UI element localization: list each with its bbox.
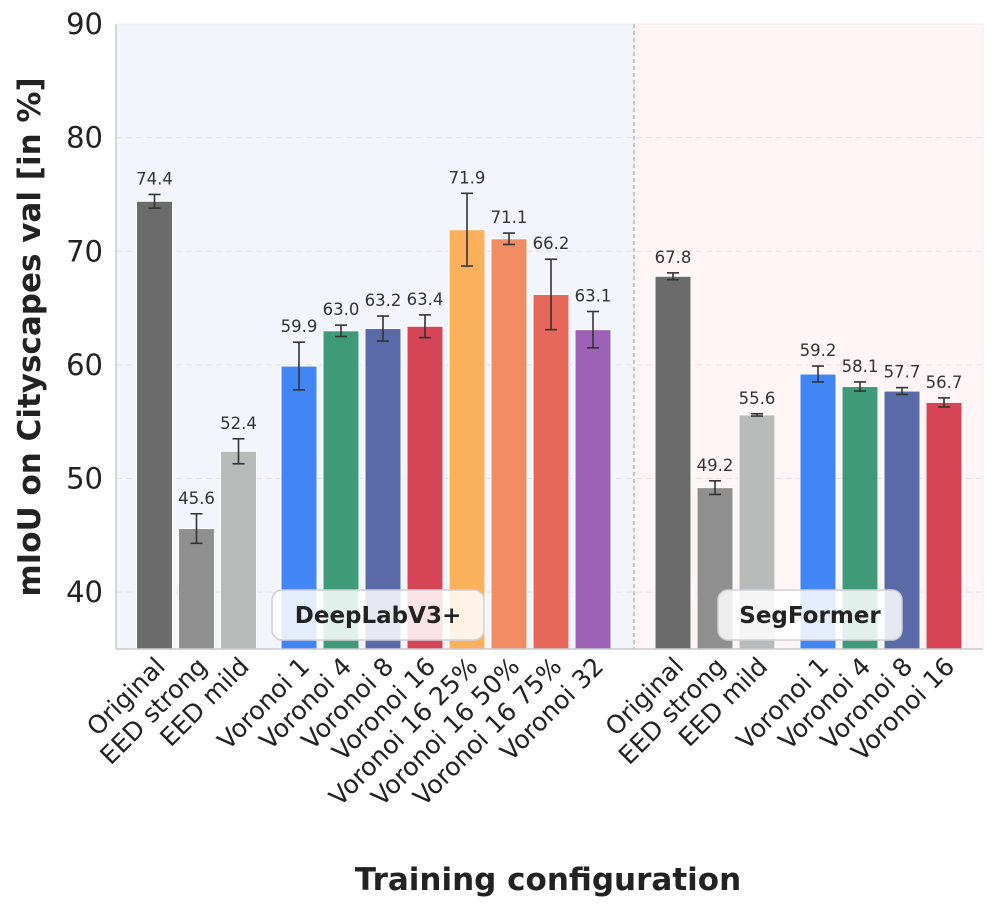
error-bar <box>461 192 473 267</box>
value-label: 59.9 <box>281 317 318 336</box>
value-label: 45.6 <box>178 489 215 508</box>
bar-0-8 <box>490 238 528 650</box>
y-tick-label: 40 <box>66 575 103 609</box>
error-bar <box>709 480 721 496</box>
group-label-box <box>271 589 485 641</box>
bar-0-2 <box>220 450 257 650</box>
value-label: 71.1 <box>491 208 528 227</box>
error-bar <box>148 193 161 209</box>
value-label: 67.8 <box>655 248 692 267</box>
value-label: 57.7 <box>884 363 921 382</box>
group-label: SegFormer <box>739 603 881 629</box>
error-bar <box>232 437 245 465</box>
group-label-box <box>717 589 903 641</box>
y-tick-label: 80 <box>66 121 103 155</box>
value-label: 74.4 <box>136 169 173 188</box>
error-bar <box>587 310 599 349</box>
error-bar <box>545 258 557 331</box>
error-bar <box>751 412 763 417</box>
value-label: 52.4 <box>220 414 257 433</box>
error-bar <box>293 341 305 391</box>
bar-0-10 <box>574 329 612 650</box>
error-bar <box>896 386 908 396</box>
bar-1-6 <box>925 401 963 650</box>
value-label: 63.1 <box>575 287 612 306</box>
error-bar <box>812 365 824 383</box>
bar-0-1 <box>178 528 215 650</box>
value-label: 71.9 <box>449 168 486 187</box>
bar-0-7 <box>448 229 486 650</box>
error-bar <box>377 315 389 342</box>
value-label: 58.1 <box>842 357 879 376</box>
bar-1-0 <box>654 275 692 650</box>
bar-0-0 <box>136 200 173 650</box>
error-bar <box>667 272 679 281</box>
error-bar <box>938 397 950 408</box>
error-bar <box>854 381 866 392</box>
y-axis-title: mIoU on Cityscapes val [in %] <box>12 77 48 596</box>
value-label: 63.4 <box>407 290 444 309</box>
value-label: 63.2 <box>365 291 402 310</box>
value-label: 66.2 <box>533 234 570 253</box>
group-label: DeepLabV3+ <box>295 603 461 629</box>
y-tick-label: 90 <box>66 7 103 41</box>
value-label: 59.2 <box>800 341 837 360</box>
y-tick-label: 60 <box>66 348 103 382</box>
bar-0-9 <box>532 293 570 650</box>
value-label: 63.0 <box>323 300 360 319</box>
y-tick-label: 50 <box>66 462 103 496</box>
error-bar <box>335 324 347 338</box>
value-label: 49.2 <box>697 456 734 475</box>
x-axis-title: Training configuration <box>355 862 741 898</box>
y-tick-label: 70 <box>66 234 103 268</box>
error-bar <box>503 232 515 246</box>
error-bar <box>190 512 203 545</box>
error-bar <box>419 314 431 339</box>
value-label: 55.6 <box>739 389 776 408</box>
value-label: 56.7 <box>926 373 963 392</box>
